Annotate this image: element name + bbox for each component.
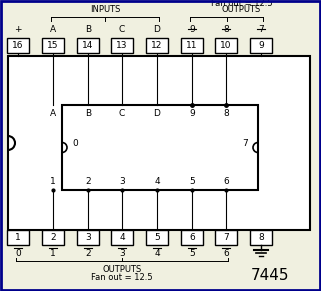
Bar — [181, 38, 203, 53]
Text: D: D — [153, 25, 160, 34]
Text: 6: 6 — [223, 177, 229, 185]
Text: 4: 4 — [154, 177, 160, 185]
Text: 7445: 7445 — [251, 267, 289, 283]
Text: 0: 0 — [72, 139, 78, 148]
Text: 7: 7 — [242, 139, 248, 148]
Text: 5: 5 — [189, 177, 195, 185]
Bar — [62, 105, 258, 190]
Bar — [7, 230, 29, 245]
Bar — [146, 38, 168, 53]
Bar — [250, 38, 272, 53]
Text: A: A — [50, 25, 56, 34]
Text: 4: 4 — [154, 249, 160, 258]
Text: 14: 14 — [82, 41, 94, 50]
Text: 4: 4 — [119, 233, 125, 242]
Text: 5: 5 — [154, 233, 160, 242]
Text: 9: 9 — [189, 25, 195, 34]
Text: Fan out = 12.5: Fan out = 12.5 — [91, 272, 153, 281]
Text: 2: 2 — [85, 177, 91, 185]
Text: D: D — [153, 109, 160, 118]
Text: 8: 8 — [258, 233, 264, 242]
Text: 16: 16 — [12, 41, 24, 50]
Bar — [77, 38, 99, 53]
Text: 9: 9 — [189, 109, 195, 118]
Text: 1: 1 — [50, 177, 56, 185]
Text: 2: 2 — [85, 249, 91, 258]
Text: B: B — [85, 25, 91, 34]
Bar — [146, 230, 168, 245]
Bar — [8, 56, 310, 230]
Text: 3: 3 — [119, 177, 125, 185]
Text: INPUTS: INPUTS — [90, 4, 120, 13]
Text: 13: 13 — [116, 41, 128, 50]
Bar — [181, 230, 203, 245]
Text: 11: 11 — [186, 41, 198, 50]
Text: 5: 5 — [189, 249, 195, 258]
Text: B: B — [85, 109, 91, 118]
Text: 3: 3 — [85, 233, 91, 242]
Text: 7: 7 — [223, 233, 229, 242]
Text: C: C — [119, 25, 125, 34]
Bar — [42, 38, 64, 53]
Text: 1: 1 — [15, 233, 21, 242]
Text: C: C — [119, 109, 125, 118]
Text: Elektropagem: Elektropagem — [62, 68, 258, 92]
Text: 9: 9 — [258, 41, 264, 50]
Text: 7: 7 — [258, 25, 264, 34]
Bar — [77, 230, 99, 245]
Text: 0: 0 — [15, 249, 21, 258]
Bar — [111, 38, 133, 53]
Text: 12: 12 — [151, 41, 163, 50]
Text: OUTPUTS: OUTPUTS — [102, 265, 142, 274]
Text: 15: 15 — [47, 41, 59, 50]
Bar — [7, 38, 29, 53]
Text: A: A — [50, 109, 56, 118]
Text: 6: 6 — [189, 233, 195, 242]
Text: 6: 6 — [223, 249, 229, 258]
Text: 2: 2 — [50, 233, 56, 242]
Bar — [111, 230, 133, 245]
Text: 10: 10 — [220, 41, 232, 50]
Text: 3: 3 — [119, 249, 125, 258]
Text: OUTPUTS: OUTPUTS — [222, 6, 261, 15]
Text: 8: 8 — [223, 25, 229, 34]
Text: 8: 8 — [223, 109, 229, 118]
Text: +: + — [14, 25, 22, 34]
Bar — [42, 230, 64, 245]
Bar — [215, 38, 237, 53]
Bar — [215, 230, 237, 245]
Bar — [250, 230, 272, 245]
Text: 1: 1 — [50, 249, 56, 258]
Text: Fan out = 12.5: Fan out = 12.5 — [211, 0, 272, 8]
